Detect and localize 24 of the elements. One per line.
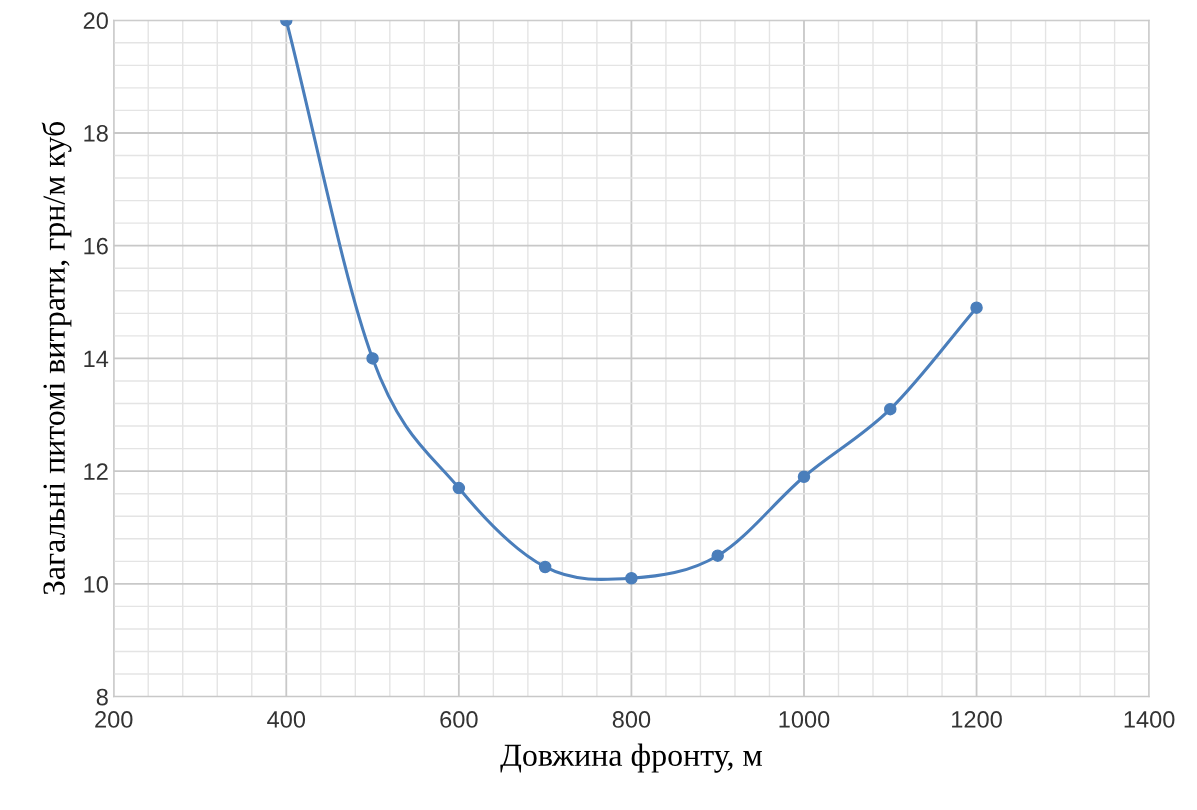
- y-tick-label: 12: [84, 463, 108, 480]
- point: [538, 560, 552, 574]
- x-tick-label: 400: [267, 711, 306, 728]
- x-tick-label: 600: [440, 711, 478, 728]
- x-tick-label: 800: [612, 711, 651, 728]
- point: [884, 402, 897, 416]
- x-tick-label: 200: [95, 711, 133, 728]
- y-tick-label: 8: [96, 688, 108, 706]
- y-tick-label: 14: [84, 350, 109, 367]
- y-tick-label: 10: [84, 575, 108, 593]
- point: [797, 470, 811, 484]
- y-tick-label: 18: [84, 125, 108, 142]
- x-axis-title: Довжина фронту, м: [500, 743, 762, 773]
- x-tick-label: 1200: [952, 711, 1002, 728]
- point: [452, 481, 466, 495]
- y-tick-label: 20: [83, 12, 108, 30]
- point: [711, 549, 724, 562]
- point: [366, 352, 379, 365]
- point: [970, 301, 983, 314]
- x-tick-label: 1000: [779, 711, 830, 728]
- y-tick-label: 16: [84, 237, 108, 255]
- y-axis-title: Загальні питомі витрати, грн/м куб: [41, 121, 72, 595]
- point: [625, 571, 638, 585]
- x-tick-label: 1400: [1124, 711, 1175, 728]
